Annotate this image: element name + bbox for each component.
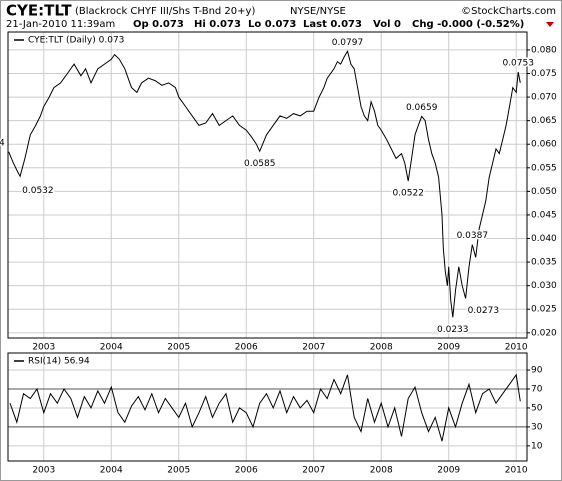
y-tick-label: 10	[531, 441, 543, 451]
last: Last 0.073	[303, 19, 362, 30]
y-tick-label: 0.025	[531, 305, 557, 315]
y-tick-label: 0.075	[531, 69, 557, 79]
annotation: 0.0532	[22, 186, 54, 196]
y-tick-label: 0.065	[531, 116, 557, 126]
annotation: 0.0797	[332, 38, 364, 48]
y-tick-label: 0.035	[531, 258, 557, 268]
low: Lo 0.073	[248, 19, 296, 30]
legend-label: CYE:TLT (Daily) 0.073	[28, 36, 124, 46]
x-tick-label: 2005	[167, 466, 190, 476]
source: ©StockCharts.com	[461, 6, 556, 17]
plot-border	[7, 31, 528, 339]
x-tick-label: 2007	[302, 343, 325, 353]
plot-border	[7, 352, 528, 462]
annotation: 0.0584	[0, 138, 5, 148]
y-tick-label: 0.055	[531, 163, 557, 173]
y-tick-label: 50	[531, 403, 543, 413]
x-tick-label: 2005	[167, 343, 190, 353]
y-tick-label: 30	[531, 422, 543, 432]
plot-area	[8, 32, 527, 338]
y-tick-label: 0.030	[531, 281, 557, 291]
x-tick-label: 2010	[505, 466, 528, 476]
description: (Blackrock CHYF III/Shs T-Bnd 20+y)	[75, 6, 255, 17]
x-tick-label: 2003	[32, 466, 55, 476]
price-line	[8, 50, 521, 318]
legend-label: RSI(14) 56.94	[28, 357, 90, 367]
y-tick-label: 0.050	[531, 187, 557, 197]
x-tick-label: 2009	[437, 466, 460, 476]
y-tick-label: 0.080	[531, 45, 557, 55]
y-tick-label: 0.020	[531, 328, 557, 338]
x-tick-label: 2006	[235, 466, 258, 476]
x-tick-label: 2008	[370, 466, 393, 476]
y-tick-label: 0.040	[531, 234, 557, 244]
y-tick-label: 90	[531, 366, 543, 376]
y-tick-label: 70	[531, 385, 543, 395]
x-tick-label: 2009	[437, 343, 460, 353]
down-arrow	[546, 22, 554, 27]
x-tick-label: 2003	[32, 343, 55, 353]
annotation: 0.0585	[244, 159, 276, 169]
y-tick-label: 0.045	[531, 210, 557, 220]
annotation: 0.0233	[437, 325, 469, 335]
symbol: CYE:TLT	[6, 2, 72, 20]
annotation: 0.0387	[457, 231, 489, 241]
change: Chg -0.000 (-0.52%)	[412, 19, 524, 30]
volume: Vol 0	[373, 19, 401, 30]
annotation: 0.0273	[468, 306, 500, 316]
date: 21-Jan-2010 11:39am	[6, 19, 115, 30]
x-tick-label: 2006	[235, 343, 258, 353]
exchange: NYSE/NYSE	[290, 6, 346, 17]
x-tick-label: 2008	[370, 343, 393, 353]
annotation: 0.0522	[392, 188, 424, 198]
open: Op 0.073	[133, 19, 184, 30]
annotation: 0.0753	[502, 59, 534, 69]
annotation: 0.0659	[406, 103, 438, 113]
plot-area	[8, 353, 527, 461]
high: Hi 0.073	[194, 19, 241, 30]
x-tick-label: 2004	[100, 466, 123, 476]
x-tick-label: 2010	[505, 343, 528, 353]
x-tick-label: 2007	[302, 466, 325, 476]
x-tick-label: 2004	[100, 343, 123, 353]
price-line	[9, 373, 521, 442]
y-tick-label: 0.060	[531, 140, 557, 150]
y-tick-label: 0.070	[531, 93, 557, 103]
